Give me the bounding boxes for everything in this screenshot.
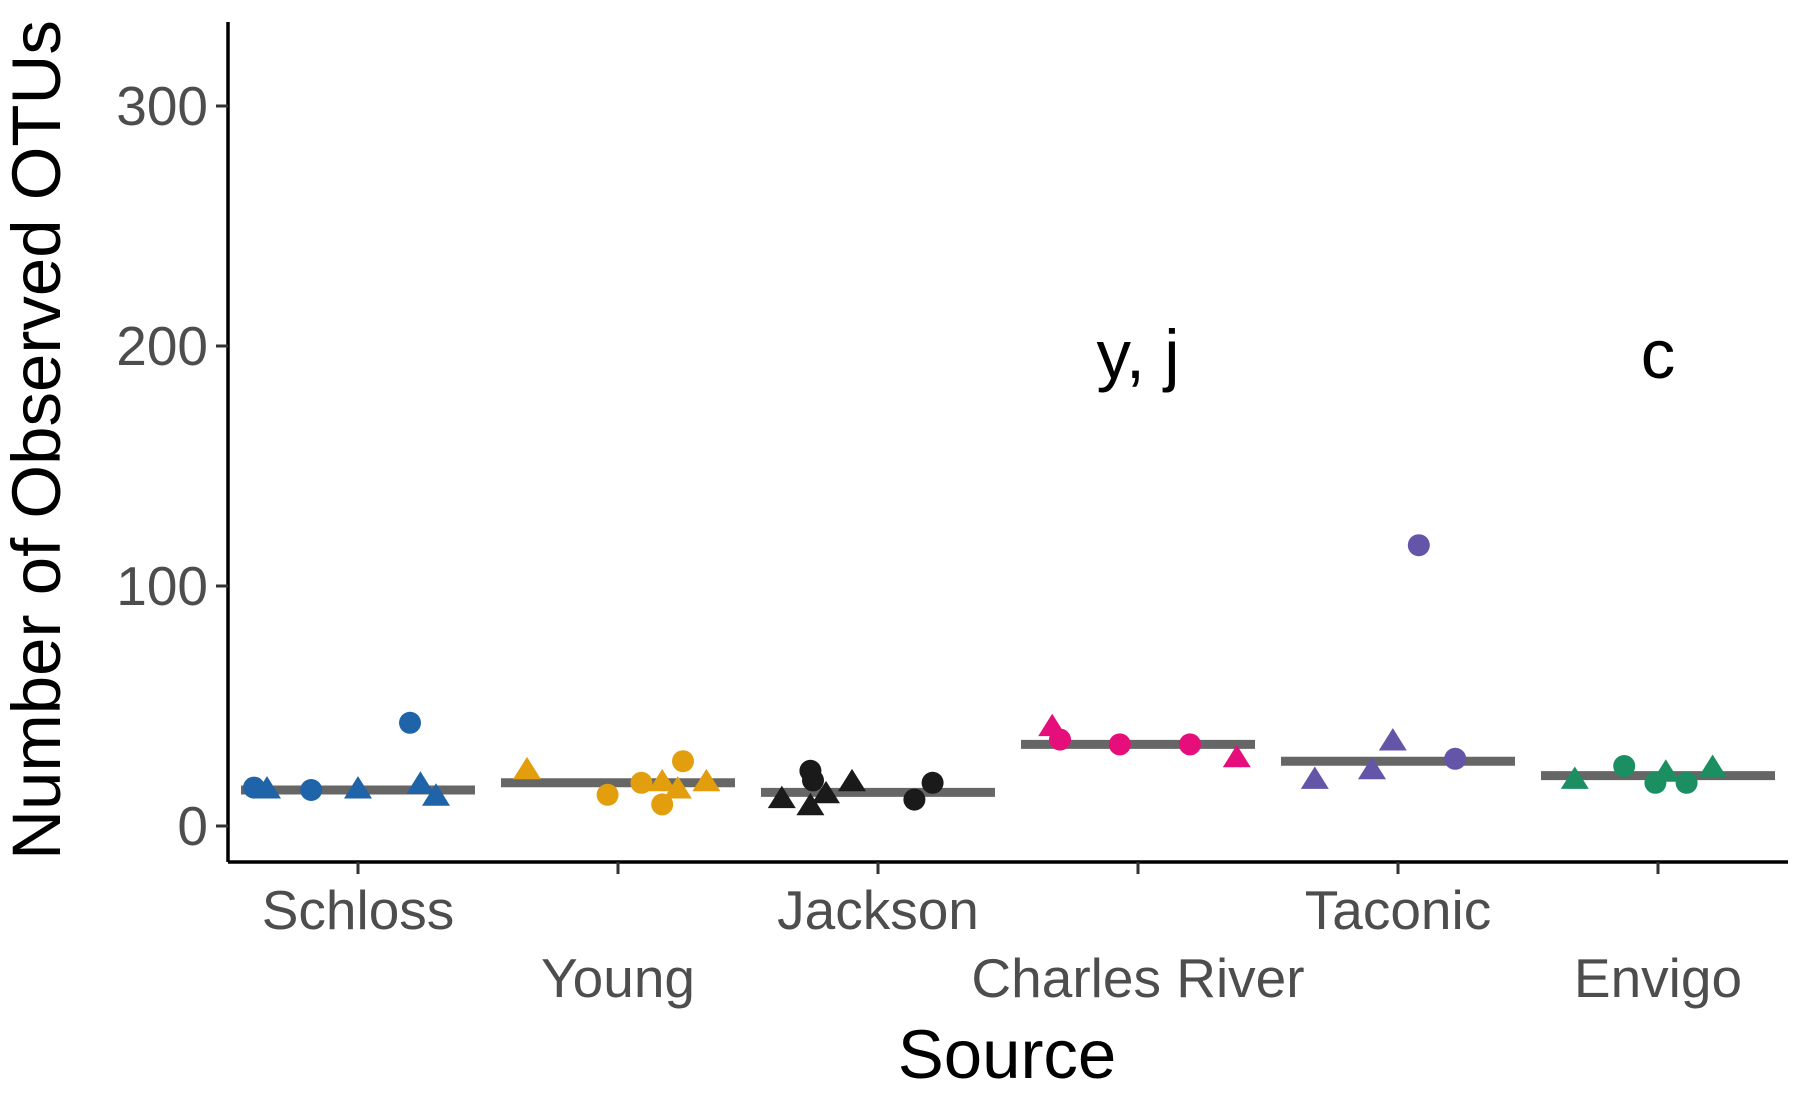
data-point xyxy=(812,780,840,804)
data-point xyxy=(1651,759,1680,782)
x-axis-title: Source xyxy=(898,1016,1117,1093)
x-tick-label: Envigo xyxy=(1574,947,1742,1009)
axes-layer xyxy=(216,22,1788,874)
data-point xyxy=(1179,733,1201,756)
data-point xyxy=(630,771,653,794)
data-point xyxy=(513,756,541,780)
data-point xyxy=(692,768,721,792)
x-tick-label: Taconic xyxy=(1305,879,1491,941)
data-point xyxy=(253,776,281,799)
data-point xyxy=(1378,728,1407,751)
data-point xyxy=(1407,534,1430,557)
y-tick-label: 200 xyxy=(116,315,208,377)
data-point xyxy=(1222,744,1251,768)
data-point xyxy=(651,793,674,816)
data-point xyxy=(300,779,323,801)
data-point xyxy=(1108,733,1131,756)
data-point xyxy=(921,771,944,794)
data-point xyxy=(663,776,692,799)
data-point xyxy=(1300,766,1329,789)
data-point xyxy=(672,750,694,773)
data-point xyxy=(648,768,677,792)
data-point xyxy=(802,769,824,792)
data-point xyxy=(406,771,435,794)
data-point xyxy=(1698,754,1727,777)
data-point xyxy=(838,768,866,792)
data-point xyxy=(399,711,421,734)
data-point xyxy=(1560,766,1589,789)
data-point xyxy=(1613,755,1636,777)
data-point xyxy=(796,792,825,816)
y-axis-title: Number of Observed OTUs xyxy=(0,20,75,860)
y-tick-label: 300 xyxy=(116,75,208,137)
median-bars-layer xyxy=(241,739,1775,797)
significance-annotation: c xyxy=(1641,316,1676,393)
x-tick-label: Schloss xyxy=(262,879,455,941)
data-point xyxy=(1675,771,1698,794)
significance-annotation: y, j xyxy=(1096,316,1179,393)
x-tick-label: Jackson xyxy=(777,879,979,941)
y-tick-label: 100 xyxy=(116,555,208,617)
data-point xyxy=(422,783,450,806)
data-point xyxy=(903,788,926,811)
x-tick-label: Charles River xyxy=(971,947,1304,1009)
x-tick-label: Young xyxy=(541,947,695,1009)
points-layer xyxy=(243,534,1727,816)
data-point xyxy=(344,776,372,799)
data-point xyxy=(767,785,796,809)
data-point xyxy=(1444,747,1467,770)
data-point xyxy=(1049,728,1071,751)
data-point xyxy=(1358,756,1386,780)
y-tick-label: 0 xyxy=(177,795,208,857)
data-point xyxy=(596,783,619,806)
